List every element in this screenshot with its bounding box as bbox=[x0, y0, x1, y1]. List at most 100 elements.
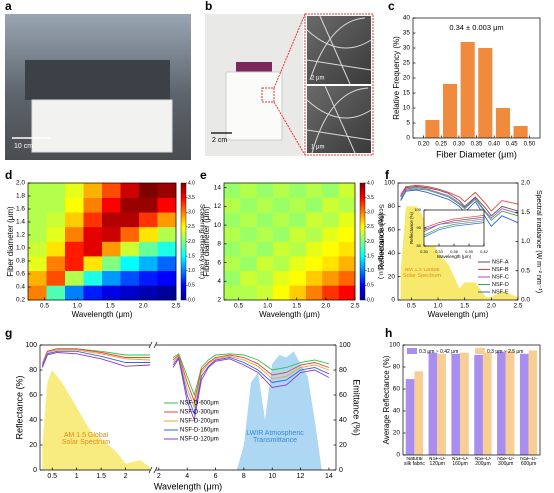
panel-label: a bbox=[5, 0, 12, 13]
bar bbox=[495, 108, 511, 138]
legend-label: NSF-D-200μm bbox=[180, 419, 219, 425]
heat-cell bbox=[102, 183, 121, 198]
colorbar-tick-label: 4.0 bbox=[367, 180, 374, 186]
colorbar-tick-label: 1.0 bbox=[188, 268, 195, 274]
series-line bbox=[400, 184, 519, 212]
y-axis-label: Fiber diameter (μm) bbox=[202, 206, 211, 277]
heat-cell bbox=[83, 270, 103, 286]
x-tick-label: 0.42 bbox=[480, 249, 489, 254]
series-line bbox=[172, 356, 330, 416]
y-tick-label: 60 bbox=[388, 227, 396, 234]
colorbar-tick-label: 3.5 bbox=[367, 195, 374, 201]
x-tick-label: 1.0 bbox=[263, 303, 272, 310]
heat-cell bbox=[273, 197, 290, 213]
heat-cell bbox=[224, 212, 241, 228]
bar bbox=[478, 48, 493, 138]
y-tick-label: 20 bbox=[29, 442, 37, 449]
colorbar-tick-label: 1.5 bbox=[188, 253, 195, 259]
y-tick-label: 40 bbox=[388, 250, 396, 257]
x-tick-label-box: NSF-D-300μm bbox=[497, 457, 514, 467]
heat-cell bbox=[65, 183, 84, 198]
bar bbox=[528, 350, 538, 455]
x-tick-label: 1.0 bbox=[73, 303, 82, 310]
x-tick-label: 4 bbox=[185, 473, 189, 480]
heat-cell bbox=[120, 270, 140, 286]
x-tick-label: 6 bbox=[214, 473, 218, 480]
heat-cell bbox=[102, 241, 121, 257]
colorbar bbox=[359, 182, 366, 301]
y-axis-label: Scattering efficiency (a.u.) bbox=[198, 204, 205, 279]
colorbar-tick-label: 2.0 bbox=[188, 239, 195, 245]
x-tick-label: NSF-D-160μm bbox=[451, 457, 469, 468]
series-line bbox=[400, 188, 519, 222]
x-tick-label: 0.30 bbox=[453, 142, 465, 148]
bar bbox=[437, 353, 446, 455]
x-tick-label: 8 bbox=[242, 473, 246, 480]
x-tick-label: NSF-D-120μm bbox=[428, 457, 446, 468]
bar bbox=[442, 84, 458, 138]
x-tick-label: 0.33 bbox=[435, 249, 444, 254]
x-tick-label: NSF-D-600μm bbox=[520, 457, 538, 468]
y-tick-label: 0.8 bbox=[16, 258, 25, 265]
heat-cell bbox=[273, 270, 290, 286]
heat-cell bbox=[139, 241, 158, 257]
legend-label: NSF-C bbox=[492, 274, 509, 280]
y-tick-label: 6 bbox=[217, 259, 221, 266]
y-axis-label: Fiber diameter (μm) bbox=[6, 206, 15, 277]
x-tick-label: 0.20 bbox=[418, 142, 430, 148]
heat-cell bbox=[157, 285, 177, 301]
x-tick-label: 2.0 bbox=[139, 303, 148, 310]
legend-label: NSF-D-300μm bbox=[180, 410, 219, 416]
y-tick-label: 5 bbox=[406, 120, 410, 127]
panel-label: f bbox=[385, 168, 390, 182]
x-axis-label: Fiber Diameter (μm) bbox=[436, 149, 517, 159]
legend-label: 0.3 μm ~ 2.5 μm bbox=[487, 349, 523, 355]
bar bbox=[460, 352, 469, 455]
bar bbox=[428, 352, 438, 455]
heat-cell bbox=[28, 285, 47, 301]
plot-frame bbox=[223, 182, 356, 301]
heat-cell bbox=[28, 241, 47, 257]
annotation: LWIR Atmospheric Transmittance bbox=[246, 430, 304, 445]
heat-cell bbox=[120, 226, 140, 242]
y-tick-label: 60 bbox=[393, 386, 401, 393]
bar bbox=[519, 353, 529, 455]
colorbar-tick-label: 3.5 bbox=[188, 195, 195, 201]
zoom-frame bbox=[304, 13, 374, 156]
x-tick-label: 14 bbox=[325, 473, 333, 480]
heat-cell bbox=[120, 241, 140, 257]
x-tick-label: Natural silk fabric bbox=[403, 457, 425, 468]
y-tick-label: 0 bbox=[339, 467, 343, 474]
y-tick-label: 80 bbox=[29, 367, 37, 374]
y-tick-label: 15 bbox=[403, 90, 411, 97]
heat-cell bbox=[256, 183, 274, 198]
annotation-box: LWIR Atmospheric Transmittance bbox=[246, 430, 304, 445]
x-tick-label: 2.5 bbox=[513, 303, 522, 310]
series-line bbox=[172, 355, 330, 410]
heat-cell bbox=[240, 212, 258, 228]
heat-cell bbox=[157, 270, 177, 286]
x-tick-label: 1.5 bbox=[292, 303, 301, 310]
series-line bbox=[41, 350, 150, 367]
series-line bbox=[41, 352, 151, 368]
series-line bbox=[41, 348, 150, 364]
y-tick-label: 35 bbox=[403, 30, 411, 37]
y-tick-label: 20 bbox=[339, 442, 347, 449]
y-tick-label: 40 bbox=[403, 15, 411, 22]
axis-break bbox=[148, 341, 158, 349]
heat-cell bbox=[120, 197, 140, 213]
y-tick-label: 0 bbox=[396, 452, 400, 459]
heat-cell bbox=[240, 197, 258, 213]
series-line bbox=[400, 186, 519, 217]
heat-cell bbox=[157, 256, 177, 272]
bar bbox=[405, 379, 415, 455]
heat-cell bbox=[322, 183, 339, 198]
x-tick-label: 0.25 bbox=[435, 142, 447, 148]
heat-cell bbox=[102, 212, 121, 228]
inset-bg bbox=[424, 210, 484, 246]
annotation-box: AM 1.5 Global Solar Spectrum bbox=[403, 268, 441, 279]
heat-cell bbox=[46, 183, 66, 198]
heat-cell bbox=[65, 241, 84, 257]
x-tick-label-box: NSF-D-160μm bbox=[451, 457, 469, 468]
heat-cell bbox=[338, 256, 356, 272]
